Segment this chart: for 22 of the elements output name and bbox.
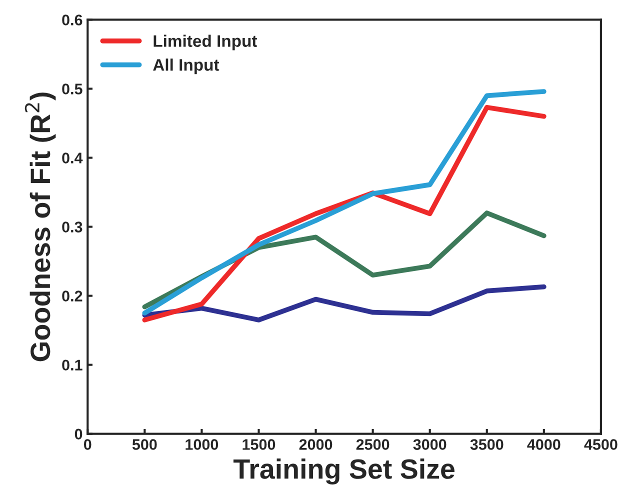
legend-label: Limited Input	[154, 34, 258, 50]
y-tick-label: 0.5	[62, 84, 82, 94]
x-tick-label: 2000	[299, 439, 332, 450]
x-tick-label: 0	[84, 439, 92, 450]
x-tick-label: 2500	[356, 439, 390, 450]
x-tick-label: 3000	[413, 439, 446, 450]
legend-label: All Input	[153, 58, 220, 74]
x-tick-label: 4000	[527, 439, 560, 450]
x-axis-title: Training Set Size	[233, 458, 454, 485]
line-series	[142, 284, 546, 322]
y-tick-label: 0.6	[62, 14, 82, 26]
x-tick-label: 4500	[584, 439, 618, 450]
x-tick-label: 500	[132, 439, 157, 450]
y-tick-label: 0.1	[62, 360, 82, 371]
x-tick-label: 1500	[242, 439, 276, 450]
y-tick-label: 0.2	[62, 290, 82, 302]
y-tick-label: 0.3	[62, 222, 82, 232]
y-tick-label: 0	[74, 428, 82, 440]
y-axis-title: Goodness of Fit (R$^{2}$)	[24, 92, 56, 362]
y-tick-label: 0.4	[62, 152, 83, 164]
x-tick-label: 3500	[470, 439, 504, 450]
x-tick-label: 1000	[186, 439, 218, 450]
